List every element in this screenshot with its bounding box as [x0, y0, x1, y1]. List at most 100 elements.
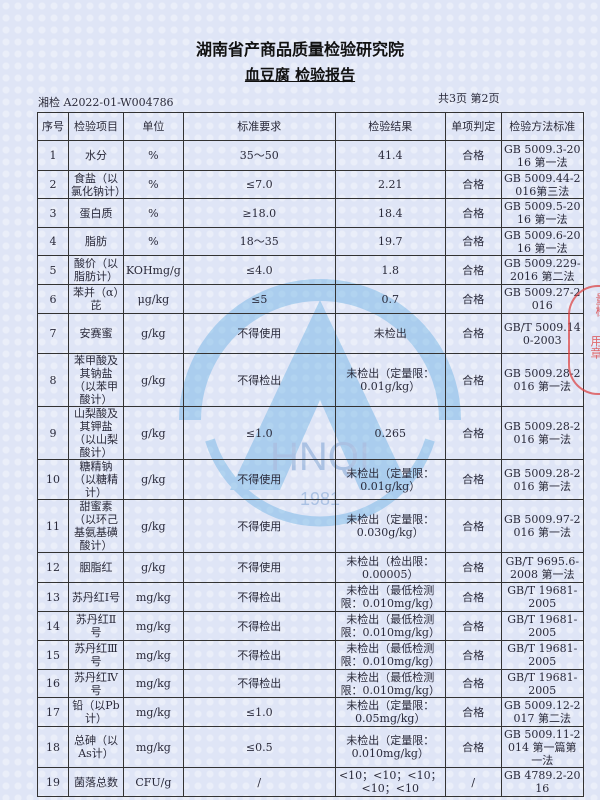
test-item: 甜蜜素（以环己基氨基磺酸计） [68, 499, 124, 553]
test-method: GB 5009.44-2016第三法 [500, 170, 584, 199]
table-row: 5 酸价（以脂肪计） KOHmg/g ≤4.0 1.8 合格 GB 5009.229-201… [37, 255, 584, 285]
table-row: 11 甜蜜素（以环己基氨基磺酸计） g/kg 不得使用 未检出（定量限：0.030g/k… [37, 499, 584, 553]
column-header: 单位 [123, 112, 184, 141]
standard-requirement: 不得使用 [182, 313, 336, 354]
table-row: 15 苏丹红Ⅲ号 mg/kg 不得检出 未检出（最低检测限：0.010mg/kg） 合格 G… [37, 640, 584, 670]
row-number: 2 [37, 170, 69, 199]
unit: mg/kg [123, 697, 184, 727]
test-item: 苏丹红Ⅱ号 [68, 611, 124, 641]
row-number: 10 [37, 459, 69, 500]
test-result: 19.7 [334, 227, 446, 256]
row-number: 6 [37, 284, 69, 314]
test-method: GB 5009.229-2016 第二法 [500, 255, 584, 285]
table-row: 19 菌落总数 CFU/g / <10；<10；<10；<10；<10/GB 4789.… [37, 767, 584, 797]
row-number: 12 [37, 552, 69, 583]
row-number: 19 [37, 767, 69, 797]
unit: μg/kg [123, 284, 184, 314]
standard-requirement: 不得检出 [182, 611, 336, 641]
standard-requirement: ≥18.0 [182, 198, 336, 228]
test-item: 胭脂红 [68, 552, 124, 583]
test-method: GB 5009.28-2016 第一法 [500, 459, 584, 500]
unit: % [123, 198, 184, 228]
judgement: 合格 [444, 198, 502, 228]
test-item: 铅（以Pb计） [68, 697, 124, 727]
unit: g/kg [123, 353, 184, 407]
row-number: 13 [37, 582, 69, 612]
test-item: 苏丹红Ⅳ号 [68, 669, 124, 698]
test-item: 蛋白质 [68, 198, 124, 228]
row-number: 7 [37, 313, 69, 354]
standard-requirement: 不得使用 [182, 499, 336, 553]
test-result: 0.265 [334, 406, 446, 460]
test-item: 水分 [68, 140, 124, 171]
test-method: GB 5009.5-2016 第一法 [500, 198, 584, 228]
test-result: 2.21 [334, 170, 446, 199]
judgement: 合格 [444, 697, 502, 727]
standard-requirement: 不得检出 [182, 640, 336, 670]
judgement: 合格 [444, 227, 502, 256]
test-result: 未检出（定量限：0.030g/kg） [334, 499, 446, 553]
table-row: 9 山梨酸及其钾盐（以山梨酸计） g/kg ≤1.0 0.265 合格 GB 5009.28… [37, 406, 584, 460]
judgement: 合格 [444, 313, 502, 354]
standard-requirement: 不得检出 [182, 669, 336, 698]
column-header: 标准要求 [182, 112, 336, 141]
test-item: 酸价（以脂肪计） [68, 255, 124, 285]
column-header: 序号 [37, 112, 69, 141]
judgement: 合格 [444, 140, 502, 171]
report-title: 血豆腐 检验报告 [0, 64, 600, 85]
test-item: 苯甲酸及其钠盐（以苯甲酸计） [68, 353, 124, 407]
table-row: 16 苏丹红Ⅳ号 mg/kg 不得检出 未检出（最低检测限：0.010mg/kg） 合格 G… [37, 669, 584, 698]
page-info: 共3页 第2页 [438, 92, 500, 105]
table-row: 2 食盐（以氯化钠计）% ≤7.0 2.21 合格 GB 5009.44-2016第三法 [37, 170, 584, 199]
standard-requirement: ≤5 [182, 284, 336, 314]
test-result: 未检出（定量限：0.010mg/kg） [334, 726, 446, 768]
test-method: GB 5009.12-2017 第二法 [500, 697, 584, 727]
unit: KOHmg/g [123, 255, 184, 285]
row-number: 4 [37, 227, 69, 256]
table-row: 18 总砷（以As计） mg/kg ≤0.5 未检出（定量限：0.010mg/kg） 合格… [37, 726, 584, 768]
test-item: 脂肪 [68, 227, 124, 256]
unit: g/kg [123, 499, 184, 553]
test-method: GB 5009.28-2016 第一法 [500, 406, 584, 460]
standard-requirement: 不得使用 [182, 552, 336, 583]
table-row: 10 糖精钠（以糖精计） g/kg 不得使用 未检出（定量限：0.01g/kg） 合格 GB… [37, 459, 584, 500]
judgement: 合格 [444, 459, 502, 500]
standard-requirement: 不得检出 [182, 582, 336, 612]
unit: mg/kg [123, 669, 184, 698]
table-row: 14 苏丹红Ⅱ号 mg/kg 不得检出 未检出（最低检测限：0.010mg/kg） 合格 G… [37, 611, 584, 641]
unit: mg/kg [123, 640, 184, 670]
table-row: 13 苏丹红Ⅰ号 mg/kg 不得检出 未检出（最低检测限：0.010mg/kg） 合格 G… [37, 582, 584, 612]
unit: g/kg [123, 406, 184, 460]
test-item: 菌落总数 [68, 767, 124, 797]
test-result: 未检出（定量限：0.01g/kg） [334, 459, 446, 500]
row-number: 3 [37, 198, 69, 228]
row-number: 16 [37, 669, 69, 698]
judgement: 合格 [444, 406, 502, 460]
unit: mg/kg [123, 582, 184, 612]
test-result: 未检出（最低检测限：0.010mg/kg） [334, 582, 446, 612]
unit: % [123, 140, 184, 171]
column-header: 单项判定 [444, 112, 502, 141]
test-method: GB/T 19681-2005 [500, 669, 584, 698]
unit: g/kg [123, 552, 184, 583]
test-item: 山梨酸及其钾盐（以山梨酸计） [68, 406, 124, 460]
test-result: 0.7 [334, 284, 446, 314]
standard-requirement: ≤1.0 [182, 697, 336, 727]
table-row: 12 胭脂红 g/kg 不得使用 未检出（检出限：0.00005） 合格 GB/T 9695… [37, 552, 584, 583]
test-result: <10；<10；<10；<10；<10 [334, 767, 446, 797]
unit: g/kg [123, 313, 184, 354]
test-result: 18.4 [334, 198, 446, 228]
test-result: 1.8 [334, 255, 446, 285]
row-number: 5 [37, 255, 69, 285]
row-number: 17 [37, 697, 69, 727]
unit: mg/kg [123, 726, 184, 768]
standard-requirement: 18～35 [182, 227, 336, 256]
row-number: 18 [37, 726, 69, 768]
standard-requirement: 不得检出 [182, 353, 336, 407]
row-number: 11 [37, 499, 69, 553]
row-number: 8 [37, 353, 69, 407]
column-header: 检验方法标准 [500, 112, 584, 141]
test-result: 未检出（最低检测限：0.010mg/kg） [334, 640, 446, 670]
judgement: 合格 [444, 611, 502, 641]
standard-requirement: ≤1.0 [182, 406, 336, 460]
